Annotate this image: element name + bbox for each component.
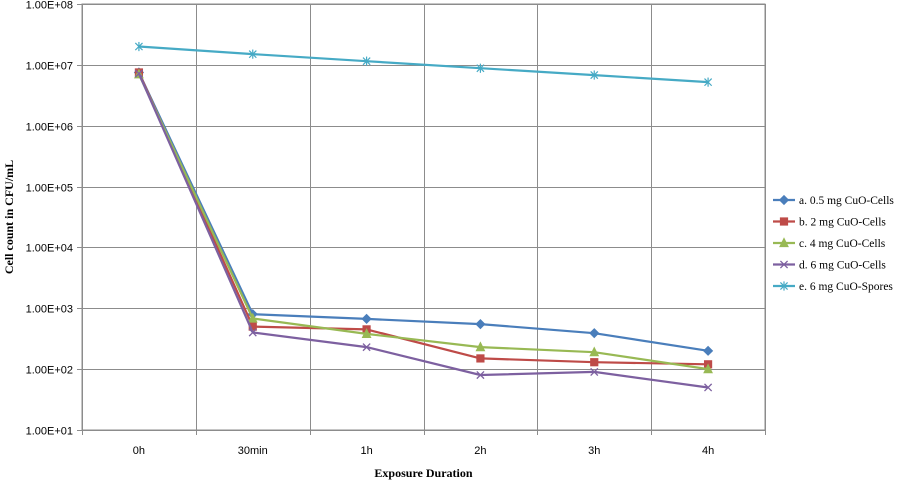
legend-marker [779, 260, 789, 269]
series-5 [134, 41, 713, 87]
series-3 [134, 68, 713, 374]
data-point [589, 346, 600, 357]
marker-stroke [134, 69, 143, 78]
data-point [704, 383, 713, 392]
marker-stroke [590, 367, 599, 376]
legend-item: c. 4 mg CuO-Cells [773, 237, 886, 250]
legend-label: c. 4 mg CuO-Cells [799, 238, 886, 250]
x-axis-title: Exposure Duration [374, 466, 472, 480]
marker-stroke [248, 328, 257, 337]
y-tick-label: 1.00E+06 [26, 122, 73, 134]
series-4 [134, 69, 713, 392]
plot-area [81, 3, 766, 431]
legend-marker [779, 237, 789, 248]
legend-label: d. 6 mg CuO-Cells [799, 260, 886, 272]
y-tick-label: 1.00E+05 [26, 183, 73, 195]
y-tick-label: 1.00E+03 [26, 304, 73, 316]
data-point [247, 312, 258, 323]
data-point [476, 63, 485, 73]
y-tick-label: 1.00E+08 [26, 0, 73, 12]
x-tick-label: 0h [133, 445, 145, 457]
data-point [362, 56, 371, 66]
data-point [703, 363, 713, 374]
x-tick-label: 2h [474, 445, 486, 457]
series-line [137, 73, 709, 389]
data-point [476, 354, 485, 363]
legend: a. 0.5 mg CuO-Cells b. 2 mg CuO-Cells c. 4… [773, 194, 894, 293]
legend-item: d. 6 mg CuO-Cells [773, 260, 886, 272]
series-line [138, 45, 709, 84]
series-line [137, 72, 709, 352]
data-point [134, 41, 143, 52]
legend-marker [779, 217, 789, 226]
series-line [137, 72, 709, 366]
legend-item: b. 2 mg CuO-Cells [773, 217, 886, 229]
y-tick-label: 1.00E+04 [26, 243, 73, 255]
data-point [589, 328, 600, 339]
series-2 [134, 68, 713, 369]
data-point [590, 70, 599, 80]
data-point [476, 370, 485, 380]
axes: 1.00E+01 1.00E+02 1.00E+03 1.00E+04 1.00E+05… [26, 0, 766, 457]
data-point [361, 313, 372, 324]
data-point [248, 49, 257, 59]
legend-marker [778, 194, 790, 206]
marker-stroke [362, 343, 371, 352]
x-tick-label: 4h [702, 445, 714, 457]
y-axis-title: Cell count in CFU/mL [2, 160, 16, 274]
data-point [590, 367, 599, 376]
series-line [137, 73, 709, 371]
legend-label: b. 2 mg CuO-Cells [799, 217, 886, 229]
data-point [362, 343, 371, 352]
marker-stroke [704, 383, 713, 392]
legend-label: e. 6 mg CuO-Spores [799, 281, 893, 293]
legend-item: a. 0.5 mg CuO-Cells [773, 194, 894, 207]
data-point [134, 69, 143, 78]
data-point [704, 77, 713, 87]
x-tick-label: 30min [238, 445, 268, 457]
legend-marker [779, 281, 789, 291]
grid [81, 3, 766, 431]
data-point [475, 318, 486, 330]
marker-stroke [476, 370, 485, 380]
series-1 [133, 67, 714, 356]
data-point [590, 358, 599, 367]
y-tick-label: 1.00E+02 [26, 365, 73, 377]
y-tick-label: 1.00E+07 [26, 61, 73, 73]
data-point [702, 345, 714, 356]
data-point [475, 341, 486, 352]
marker-stroke [779, 260, 789, 269]
x-tick-label: 3h [588, 445, 600, 457]
legend-label: a. 0.5 mg CuO-Cells [799, 195, 894, 207]
data-point [248, 328, 257, 337]
data-point [361, 328, 372, 338]
legend-item: e. 6 mg CuO-Spores [773, 281, 893, 293]
y-tick-label: 1.00E+01 [26, 426, 73, 438]
x-tick-label: 1h [360, 445, 372, 457]
series-lines [133, 41, 714, 392]
